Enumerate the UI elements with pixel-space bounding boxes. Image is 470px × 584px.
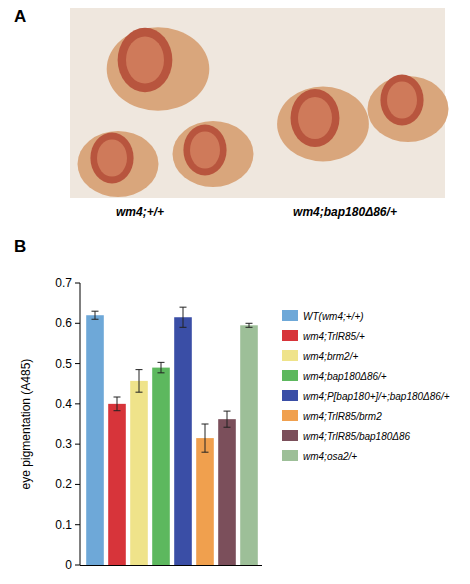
- legend: WT(wm4;+/+) wm4;TrlR85/+ wm4;brm2/+ wm4;bap…: [282, 310, 450, 462]
- photo-flies: [78, 27, 449, 197]
- legend-swatch: [282, 370, 298, 381]
- error-cap: [224, 411, 231, 412]
- y-tick: [75, 363, 80, 364]
- y-tick-label: 0.4: [55, 397, 72, 411]
- error-cap: [114, 410, 121, 411]
- y-tick-label: 0.7: [55, 276, 72, 290]
- y-tick: [75, 403, 80, 404]
- error-cap: [246, 323, 253, 324]
- legend-label: wm4;brm2/+: [303, 351, 358, 362]
- error-stem: [95, 311, 96, 319]
- fly-eye: [380, 75, 423, 126]
- legend-swatch: [282, 430, 298, 441]
- error-bar: [158, 362, 165, 372]
- legend-swatch: [282, 390, 298, 401]
- photo-background: [70, 8, 445, 198]
- error-cap: [158, 372, 165, 373]
- error-cap: [136, 369, 143, 370]
- fly-head: [173, 121, 254, 187]
- fly-eye-center: [97, 139, 127, 176]
- error-cap: [158, 362, 165, 363]
- photo-label: wm4;+/+: [116, 205, 164, 219]
- error-cap: [92, 311, 99, 312]
- error-bar: [202, 424, 209, 452]
- error-bar: [136, 370, 143, 393]
- x-axis-line: [80, 565, 262, 566]
- legend-swatch: [282, 330, 298, 341]
- y-tick-label: 0.2: [55, 477, 72, 491]
- error-bar: [246, 323, 253, 327]
- error-cap: [180, 307, 187, 308]
- fly-eye: [183, 125, 226, 176]
- y-tick-label: 0.3: [55, 437, 72, 451]
- fly-eye: [90, 133, 133, 184]
- y-tick-label: 0.1: [55, 518, 72, 532]
- fly-head: [107, 27, 210, 111]
- error-cap: [224, 427, 231, 428]
- error-bar: [180, 307, 187, 327]
- legend-swatch: [282, 450, 298, 461]
- bar: [196, 438, 214, 565]
- error-cap: [114, 397, 121, 398]
- bar: [218, 419, 236, 565]
- error-stem: [117, 397, 118, 411]
- error-bar: [92, 311, 99, 319]
- error-cap: [202, 452, 209, 453]
- y-tick: [75, 565, 80, 566]
- bar: [130, 381, 148, 565]
- error-stem: [161, 362, 162, 372]
- error-stem: [139, 370, 140, 393]
- error-stem: [249, 323, 250, 327]
- y-tick: [75, 323, 80, 324]
- fly-head: [368, 76, 449, 142]
- legend-label: wm4;bap180Δ86/+: [303, 371, 387, 382]
- y-tick-label: 0.6: [55, 316, 72, 330]
- legend-swatch: [282, 410, 298, 421]
- y-tick-label: 0.5: [55, 357, 72, 371]
- error-cap: [180, 327, 187, 328]
- panel-letter: B: [14, 237, 26, 256]
- fly-head: [78, 131, 159, 197]
- bar: [108, 404, 126, 565]
- legend-swatch: [282, 350, 298, 361]
- bar: [86, 315, 104, 565]
- y-axis-title: eye pigmentation (A485): [19, 359, 33, 490]
- error-stem: [183, 307, 184, 327]
- legend-swatch: [282, 310, 298, 321]
- bar: [240, 325, 258, 565]
- legend-label: wm4;TrlR85/bap180Δ86: [303, 431, 411, 442]
- error-cap: [202, 424, 209, 425]
- bar: [152, 368, 170, 565]
- legend-label: wm4;osa2/+: [303, 451, 357, 462]
- error-cap: [92, 319, 99, 320]
- fly-head: [277, 87, 369, 162]
- bars: [86, 307, 258, 565]
- y-axis-line: [80, 283, 81, 565]
- fly-eye-center: [126, 36, 164, 83]
- panel-letter: A: [14, 7, 26, 26]
- error-bar: [114, 397, 121, 411]
- legend-label: wm4;TrlR85/+: [303, 331, 365, 342]
- error-cap: [136, 392, 143, 393]
- legend-label: wm4;TrlR85/brm2: [303, 411, 382, 422]
- y-tick-label: 0: [65, 558, 72, 572]
- fly-eye-center: [387, 81, 417, 118]
- error-cap: [246, 327, 253, 328]
- error-stem: [205, 424, 206, 452]
- error-stem: [227, 411, 228, 427]
- error-bar: [224, 411, 231, 427]
- y-tick: [75, 444, 80, 445]
- bar: [174, 317, 192, 565]
- y-tick: [75, 283, 80, 284]
- legend-label: wm4;P[bap180+]/+;bap180Δ86/+: [303, 391, 450, 402]
- fly-eye: [118, 28, 173, 93]
- legend-label: WT(wm4;+/+): [303, 311, 364, 322]
- photo-label: wm4;bap180Δ86/+: [293, 205, 397, 219]
- y-tick: [75, 484, 80, 485]
- fly-eye: [291, 89, 340, 147]
- fly-eye-center: [298, 97, 332, 139]
- figure: Awm4;+/+ wm4;bap180Δ86/+ B 0 0.1 0.2 0.3 0.4 0.5…: [0, 0, 470, 584]
- fly-eye-center: [190, 131, 220, 168]
- y-tick: [75, 524, 80, 525]
